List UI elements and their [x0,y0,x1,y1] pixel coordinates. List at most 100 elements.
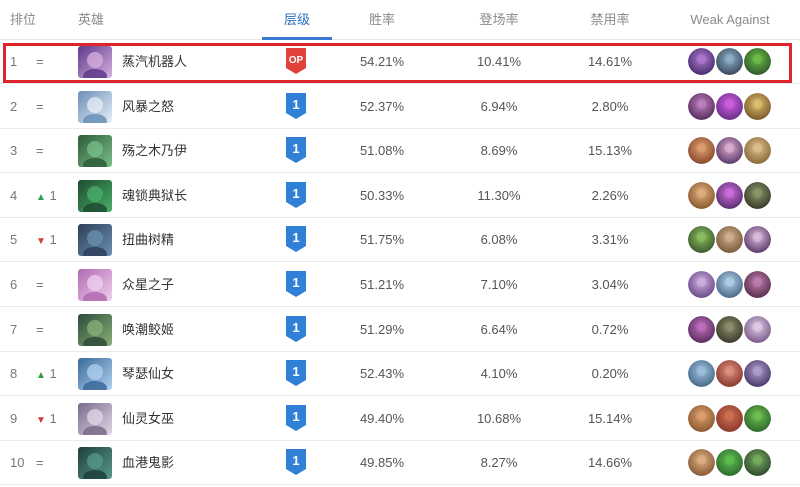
weak-against-champion-icon[interactable] [744,48,771,75]
header-champion[interactable]: 英雄 [78,12,105,27]
table-row[interactable]: 8 ▲ 1 琴瑟仙女 1 52.43% 4.1 [0,352,800,397]
tier-badge-icon: 1 [286,404,306,431]
table-row[interactable]: 7 = 唤潮鲛姬 1 51.29% 6.64% [0,308,800,352]
ban-rate: 14.61% [587,54,633,69]
champion-name[interactable]: 血港鬼影 [122,455,175,471]
champion-portrait[interactable] [78,179,112,212]
weak-against-champion-icon[interactable] [688,404,715,432]
table-row[interactable]: 6 = 众星之子 1 51.21% 7.10% [0,263,800,307]
table-header: 排位 英雄 层级 胜率 登场率 禁用率 Weak Against [0,0,800,40]
weak-against-champion-icon[interactable] [716,48,743,75]
table-row[interactable]: 2 = 风暴之怒 1 52.37% 6.94% [0,85,800,129]
weak-against-champion-icon[interactable] [716,360,743,388]
weak-against-champion-icon[interactable] [744,92,771,120]
table-row[interactable]: 4 ▲ 1 魂锁典狱长 1 50.33% 11 [0,174,800,218]
champion-name[interactable]: 风暴之怒 [122,98,175,114]
win-rate: 52.37% [359,98,405,114]
weak-against-champion-icon[interactable] [688,226,715,254]
weak-against-champion-icon[interactable] [744,404,771,432]
header-rank[interactable]: 排位 [10,12,37,27]
win-rate: 49.40% [359,410,405,426]
trend-indicator: ▼ 1 [36,218,57,262]
weak-against-champion-icon[interactable] [744,315,771,343]
weak-against-champion-icon[interactable] [744,137,771,165]
champion-portrait[interactable] [78,447,112,480]
header-tier[interactable]: 层级 [283,12,310,27]
weak-against-champion-icon[interactable] [744,271,771,298]
champion-name[interactable]: 琴瑟仙女 [122,366,175,382]
rank-number: 6 [10,277,18,292]
pick-rate: 4.10% [480,366,518,382]
champion-name[interactable]: 蒸汽机器人 [122,54,188,69]
champion-portrait[interactable] [78,358,112,391]
rank-number: 1 [10,54,18,69]
header-weak-against: Weak Against [690,12,770,27]
table-row[interactable]: 10 = 血港鬼影 1 49.85% 8.27 [0,441,800,486]
weak-against-champion-icon[interactable] [716,137,743,165]
weak-against-champion-icon[interactable] [716,181,743,209]
champion-name[interactable]: 仙灵女巫 [122,410,175,426]
weak-against-champion-icon[interactable] [716,315,743,343]
weak-against-champion-icon[interactable] [688,360,715,388]
weak-against-champion-icon[interactable] [688,137,715,165]
tier-label: 1 [292,320,299,335]
tier-badge-icon: 1 [286,181,306,208]
trend-value: 1 [49,410,57,426]
tier-badge-icon: 1 [286,226,306,253]
weak-against-champion-icon[interactable] [688,181,715,209]
table-row[interactable]: 1 = 蒸汽机器人 OP 54.21% 10. [0,40,800,84]
champion-name[interactable]: 唤潮鲛姬 [122,321,175,337]
trend-value: 1 [49,366,57,382]
tier-badge-icon: 1 [286,92,306,119]
weak-against-champion-icon[interactable] [716,271,743,298]
trend-indicator: = [36,321,44,337]
weak-against-champion-icon[interactable] [716,92,743,120]
trend-indicator: = [36,54,44,69]
champion-name[interactable]: 魂锁典狱长 [122,187,188,203]
trend-indicator: = [36,143,44,159]
champion-portrait[interactable] [78,269,112,301]
header-pick-rate[interactable]: 登场率 [479,12,519,27]
champion-name[interactable]: 扭曲树精 [122,232,175,248]
pick-rate: 6.64% [480,321,518,337]
rank-number: 9 [10,410,18,426]
trend-down-icon: ▼ [36,414,46,426]
champion-portrait[interactable] [78,402,112,435]
weak-against-champion-icon[interactable] [688,315,715,343]
tier-badge-icon: 1 [286,137,306,164]
header-win-rate[interactable]: 胜率 [368,12,395,27]
weak-against-champion-icon[interactable] [688,48,715,75]
header-ban-rate[interactable]: 禁用率 [590,12,630,27]
champion-portrait[interactable] [78,135,112,168]
weak-against-champion-icon[interactable] [688,271,715,298]
weak-against-champion-icon[interactable] [688,92,715,120]
table-row[interactable]: 3 = 殇之木乃伊 1 51.08% 8.69 [0,129,800,174]
ban-rate: 14.66% [587,455,633,471]
trend-up-icon: ▲ [36,370,46,382]
champion-portrait[interactable] [78,313,112,346]
weak-against-champion-icon[interactable] [744,226,771,254]
weak-against-champion-icon[interactable] [716,449,743,477]
ban-rate: 2.80% [591,98,629,114]
weak-against-champion-icon[interactable] [744,181,771,209]
champion-name[interactable]: 殇之木乃伊 [122,143,188,159]
trend-indicator: = [36,98,44,114]
champion-portrait[interactable] [78,90,112,123]
pick-rate: 8.69% [480,143,518,159]
win-rate: 50.33% [359,187,405,203]
weak-against-champion-icon[interactable] [716,226,743,254]
weak-against-champion-icon[interactable] [744,360,771,388]
weak-against-champion-icon[interactable] [744,449,771,477]
champion-portrait[interactable] [78,46,112,78]
weak-against-champion-icon[interactable] [688,449,715,477]
trend-indicator: ▼ 1 [36,397,57,441]
trend-indicator: ▲ 1 [36,174,57,218]
champion-portrait[interactable] [78,224,112,257]
win-rate: 49.85% [359,455,405,471]
table-row[interactable]: 9 ▼ 1 仙灵女巫 1 49.40% 10. [0,397,800,441]
table-row[interactable]: 5 ▼ 1 扭曲树精 1 51.75% 6.0 [0,218,800,263]
champion-name[interactable]: 众星之子 [122,277,175,292]
active-sort-underline [262,37,332,40]
weak-against-champion-icon[interactable] [716,404,743,432]
pick-rate: 6.08% [480,232,518,248]
